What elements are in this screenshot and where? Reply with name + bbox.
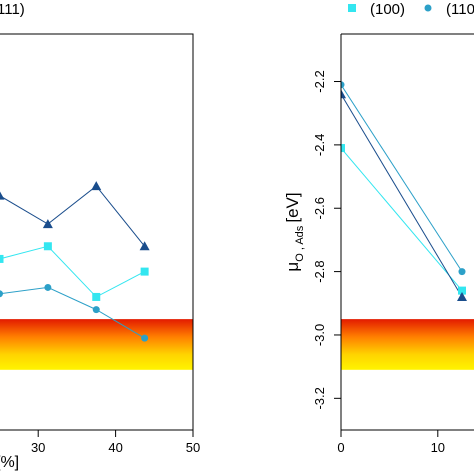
left-x-tick-label: 40	[108, 440, 122, 455]
stability-band-right	[341, 319, 474, 370]
left-x-axis-label: [%]	[0, 454, 19, 471]
right-y-axis-ticks: -2.2 -2.4 -2.6 -2.8 -3.0 -3.2	[312, 70, 341, 410]
left-data-point-0-3	[139, 241, 150, 251]
left-data-point-2-3	[141, 334, 149, 342]
left-data-point-2-0	[0, 290, 3, 298]
left-data-point-1-1	[43, 242, 52, 251]
right-series-points	[341, 81, 467, 301]
left-x-tick-label: 30	[31, 440, 45, 455]
left-data-point-0-2	[91, 181, 102, 191]
left-data-point-1-0	[0, 254, 4, 263]
left-x-tick-label: 50	[186, 440, 200, 455]
left-series-line-1	[0, 245, 145, 298]
legend-entry-label: (110)	[446, 1, 474, 18]
legend-square-icon	[348, 4, 356, 12]
right-data-point-1-0	[341, 81, 345, 89]
right-y-tick-label: -3.2	[312, 387, 327, 409]
right-chart-panel: -2.2 -2.4 -2.6 -2.8 -3.0 -3.2 0 10 μO , Ads [e…	[283, 1, 474, 455]
right-y-axis-label: μO , Ads [eV]	[283, 192, 306, 271]
left-data-point-0-1	[42, 219, 53, 229]
left-data-point-0-0	[0, 191, 5, 200]
right-y-tick-label: -2.2	[312, 70, 327, 92]
right-series-lines	[341, 84, 463, 298]
right-x-tick-label: 10	[431, 440, 445, 455]
legend-circle-icon	[424, 4, 432, 12]
left-chart-panel: 30 40 50 111) [%]	[0, 1, 200, 471]
stability-band-left	[0, 319, 193, 370]
left-series-points	[0, 181, 150, 342]
left-x-axis-ticks: 30 40 50	[31, 430, 200, 455]
left-series-lines	[0, 185, 146, 339]
right-data-point-0-0	[341, 144, 345, 153]
right-data-point-2-1	[457, 291, 467, 301]
legend-entry-label: (100)	[370, 1, 405, 18]
left-series-line-2	[0, 286, 145, 339]
right-data-point-1-1	[458, 268, 466, 276]
left-data-point-1-3	[140, 267, 149, 276]
right-series-line-2	[341, 93, 463, 298]
right-y-tick-label: -3.0	[312, 324, 327, 346]
right-series-line-1	[341, 84, 463, 272]
left-legend-text: 111)	[0, 1, 25, 18]
right-y-tick-label: -2.4	[312, 134, 327, 156]
right-y-tick-label: -2.6	[312, 197, 327, 219]
right-x-tick-label: 0	[337, 440, 344, 455]
left-data-point-2-1	[44, 283, 52, 291]
plot-frame-left	[0, 33, 194, 431]
right-y-tick-label: -2.8	[312, 260, 327, 282]
right-data-point-2-0	[341, 89, 346, 99]
left-data-point-2-2	[92, 306, 100, 314]
right-x-axis-ticks: 0 10	[337, 430, 445, 455]
left-series-line-0	[0, 185, 146, 247]
left-data-point-1-2	[92, 292, 101, 301]
right-data-point-0-1	[458, 286, 466, 295]
right-legend: (100) (110)	[348, 1, 474, 18]
right-series-line-0	[341, 147, 463, 291]
